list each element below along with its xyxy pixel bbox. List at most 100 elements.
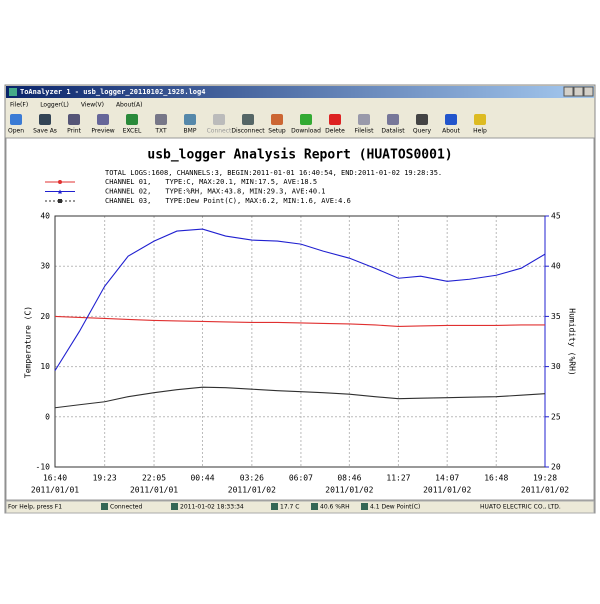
toolbar-label[interactable]: Open: [8, 128, 24, 135]
status-text: Connected: [110, 504, 143, 511]
toolbar-label[interactable]: Help: [473, 128, 487, 135]
toolbar-icon[interactable]: [445, 114, 457, 125]
toolbar-icon[interactable]: [387, 114, 399, 125]
y2-tick-label: 35: [551, 312, 561, 321]
x-tick-label: 06:07: [289, 474, 313, 483]
x-date-label: 2011/01/01: [31, 486, 79, 495]
toolbar-icon[interactable]: [184, 114, 196, 125]
toolbar-icon[interactable]: [300, 114, 312, 125]
toolbar-label[interactable]: Filelist: [355, 128, 375, 135]
status-icon: [311, 503, 318, 510]
window-title: ToAnalyzer 1 - usb_logger_20110102_1928.…: [20, 88, 205, 96]
chart-panel: [5, 137, 595, 501]
status-text: 4.1 Dew Point(C): [370, 504, 420, 511]
toolbar-icon[interactable]: [242, 114, 254, 125]
x-tick-label: 19:28: [533, 474, 557, 483]
y-tick-label: 40: [40, 212, 50, 221]
status-bar: [5, 500, 595, 514]
app-icon: [9, 88, 17, 96]
close[interactable]: [583, 86, 594, 97]
legend-marker: [58, 199, 62, 203]
menu-item[interactable]: View(V): [81, 102, 104, 109]
x-date-label: 2011/01/02: [325, 486, 373, 495]
toolbar-icon[interactable]: [126, 114, 138, 125]
legend-marker: [58, 180, 62, 184]
x-tick-label: 08:46: [337, 474, 361, 483]
status-icon: [171, 503, 178, 510]
y2-tick-label: 40: [551, 262, 561, 271]
toolbar-icon[interactable]: [474, 114, 486, 125]
x-tick-label: 16:40: [43, 474, 67, 483]
y-tick-label: 10: [40, 362, 50, 371]
toolbar-icon[interactable]: [416, 114, 428, 125]
title-bar: [6, 86, 594, 98]
x-date-label: 2011/01/02: [228, 486, 276, 495]
toolbar-label[interactable]: EXCEL: [123, 128, 142, 135]
toolbar-label[interactable]: Download: [291, 128, 321, 135]
x-tick-label: 22:05: [142, 474, 166, 483]
toolbar-label[interactable]: Save As: [33, 128, 57, 135]
toolbar-label[interactable]: Setup: [268, 128, 286, 135]
toolbar-icon[interactable]: [39, 114, 51, 125]
x-date-label: 2011/01/02: [423, 486, 471, 495]
legend-info: TYPE:Dew Point(C), MAX:6.2, MIN:1.6, AVE…: [165, 197, 350, 205]
y2-tick-label: 30: [551, 362, 561, 371]
toolbar-icon[interactable]: [68, 114, 80, 125]
toolbar-icon[interactable]: [155, 114, 167, 125]
toolbar-label[interactable]: TXT: [154, 128, 167, 135]
series-line: [54, 315, 545, 327]
legend-name: CHANNEL 01,: [105, 178, 151, 186]
toolbar-label[interactable]: Print: [67, 128, 81, 135]
toolbar-label[interactable]: Datalist: [381, 128, 405, 135]
x-tick-label: 16:48: [484, 474, 508, 483]
y-tick-label: 20: [40, 312, 50, 321]
series-line: [54, 386, 546, 409]
window-buttons: [563, 86, 594, 97]
toolbar-icon[interactable]: [97, 114, 109, 125]
y2-tick-label: 20: [551, 463, 561, 472]
y2-tick-label: 45: [551, 212, 561, 221]
toolbar-label[interactable]: Preview: [91, 128, 114, 135]
toolbar-icon[interactable]: [329, 114, 341, 125]
y2-axis-label: Humidity (%RH): [568, 308, 577, 375]
summary: TOTAL LOGS:1608, CHANNELS:3, BEGIN:2011-…: [105, 169, 442, 177]
status-icon: [271, 503, 278, 510]
menu-item[interactable]: Logger(L): [40, 102, 69, 109]
chart-title: usb_logger Analysis Report (HUATOS0001): [147, 148, 452, 163]
y-axis-label: Temperature (C): [24, 306, 33, 378]
toolbar-label[interactable]: Query: [413, 128, 432, 135]
toolbar-icon[interactable]: [213, 114, 225, 125]
y-tick-label: 30: [40, 262, 50, 271]
toolbar-icon[interactable]: [271, 114, 283, 125]
x-tick-label: 14:07: [435, 474, 459, 483]
toolbar-label[interactable]: Disconnect: [231, 128, 265, 135]
status-text: 2011-01-02 18:33:34: [180, 504, 244, 511]
status-text: 17.7 C: [280, 504, 299, 511]
legend-info: TYPE:C, MAX:20.1, MIN:17.5, AVE:18.5: [165, 178, 317, 186]
toolbar-icon[interactable]: [358, 114, 370, 125]
toolbar-label[interactable]: Delete: [325, 128, 345, 135]
legend-name: CHANNEL 02,: [105, 188, 151, 196]
x-date-label: 2011/01/02: [521, 486, 569, 495]
series-line: [54, 228, 546, 371]
minimize[interactable]: [563, 86, 574, 97]
toolbar-label[interactable]: Connect: [207, 128, 232, 135]
toolbar-label[interactable]: About: [442, 128, 460, 135]
y-tick-label: 0: [45, 412, 50, 421]
maximize[interactable]: [573, 86, 584, 97]
menu-item[interactable]: About(A): [116, 102, 143, 109]
toolbar-icon[interactable]: [10, 114, 22, 125]
legend-marker: [58, 189, 62, 194]
x-date-label: 2011/01/01: [130, 486, 178, 495]
y2-tick-label: 25: [551, 412, 561, 421]
legend-name: CHANNEL 03,: [105, 197, 151, 205]
status-text: 40.6 %RH: [320, 504, 350, 511]
legend-info: TYPE:%RH, MAX:43.8, MIN:29.3, AVE:40.1: [165, 188, 325, 196]
x-tick-label: 11:27: [386, 474, 410, 483]
menu-item[interactable]: File(F): [10, 102, 28, 109]
status-icon: [101, 503, 108, 510]
status-text: For Help, press F1: [8, 504, 62, 511]
toolbar-label[interactable]: BMP: [184, 128, 197, 135]
status-icon: [361, 503, 368, 510]
